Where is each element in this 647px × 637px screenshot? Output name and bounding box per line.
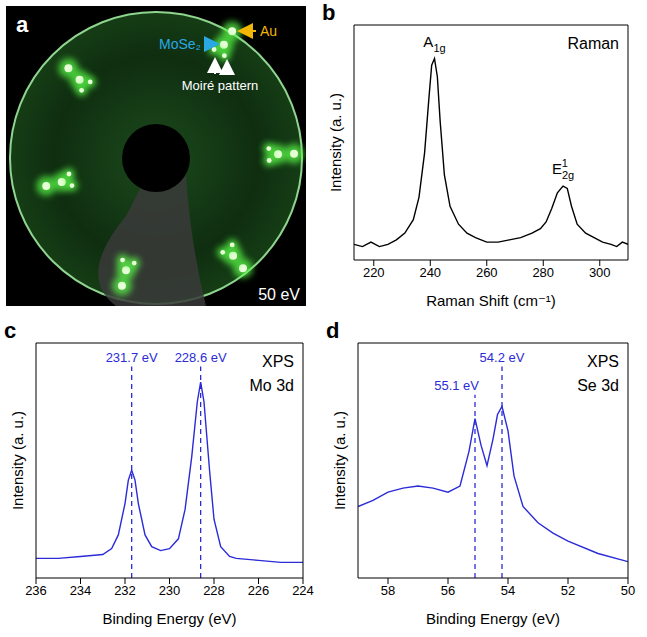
svg-text:232: 232	[114, 583, 136, 598]
html-text:XPS: XPS	[587, 353, 619, 370]
svg-text:230: 230	[159, 583, 181, 598]
svg-text:54.2 eV: 54.2 eV	[480, 350, 525, 365]
svg-text:MoSe₂: MoSe₂	[159, 36, 201, 52]
svg-text:228: 228	[203, 583, 225, 598]
html-text:XPS: XPS	[262, 353, 294, 370]
svg-text:55.1 eV: 55.1 eV	[434, 378, 479, 393]
svg-text:224: 224	[292, 583, 314, 598]
svg-text:Intensity (a. u.): Intensity (a. u.)	[9, 411, 26, 510]
svg-text:50 eV: 50 eV	[258, 286, 300, 303]
html-text:d: d	[326, 318, 340, 343]
svg-text:231.7 eV: 231.7 eV	[106, 350, 158, 365]
svg-text:Intensity (a. u.): Intensity (a. u.)	[331, 411, 348, 510]
svg-text:234: 234	[70, 583, 92, 598]
svg-text:226: 226	[248, 583, 270, 598]
svg-text:300: 300	[589, 265, 611, 280]
html-text:Raman: Raman	[567, 35, 619, 52]
svg-text:236: 236	[25, 583, 47, 598]
svg-text:280: 280	[532, 265, 554, 280]
html-text:Mo 3d: Mo 3d	[249, 377, 294, 394]
svg-text:Moiré pattern: Moiré pattern	[182, 78, 259, 93]
html-text:c: c	[4, 318, 17, 343]
svg-text:Intensity (a. u.): Intensity (a. u.)	[327, 93, 344, 192]
svg-text:52: 52	[561, 583, 575, 598]
svg-text:E2g1: E2g1	[552, 157, 574, 181]
svg-text:220: 220	[363, 265, 385, 280]
svg-text:54: 54	[501, 583, 515, 598]
svg-text:A1g: A1g	[423, 33, 445, 54]
svg-text:228.6 eV: 228.6 eV	[175, 350, 227, 365]
svg-text:58: 58	[381, 583, 395, 598]
svg-text:Binding Energy (eV): Binding Energy (eV)	[102, 610, 236, 627]
svg-text:Au: Au	[260, 23, 277, 39]
svg-text:a: a	[16, 12, 29, 37]
html-text:b: b	[322, 0, 336, 25]
svg-text:50: 50	[621, 583, 635, 598]
svg-text:Raman Shift (cm⁻¹): Raman Shift (cm⁻¹)	[426, 292, 556, 309]
svg-text:56: 56	[441, 583, 455, 598]
svg-text:Binding Energy (eV): Binding Energy (eV)	[426, 610, 560, 627]
svg-text:260: 260	[476, 265, 498, 280]
html-text:Se 3d: Se 3d	[577, 377, 619, 394]
svg-text:240: 240	[419, 265, 441, 280]
